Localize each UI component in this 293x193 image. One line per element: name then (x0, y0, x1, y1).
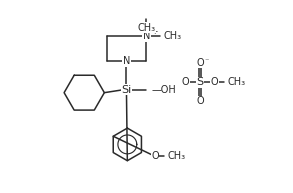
Text: CH₃: CH₃ (137, 23, 156, 33)
Text: N: N (143, 31, 150, 41)
Text: CH₃: CH₃ (227, 77, 246, 87)
Text: S: S (197, 77, 204, 87)
Text: O: O (196, 96, 204, 106)
Text: O: O (196, 58, 204, 68)
Text: Si: Si (121, 85, 132, 95)
Text: ⁻: ⁻ (204, 57, 209, 66)
Text: N: N (123, 56, 130, 66)
Text: CH₃: CH₃ (164, 31, 182, 41)
Text: +: + (151, 27, 157, 36)
Text: O: O (182, 77, 190, 87)
Text: —OH: —OH (151, 85, 176, 95)
Text: CH₃: CH₃ (168, 151, 186, 161)
Text: O: O (151, 151, 159, 161)
Text: O: O (211, 77, 218, 87)
